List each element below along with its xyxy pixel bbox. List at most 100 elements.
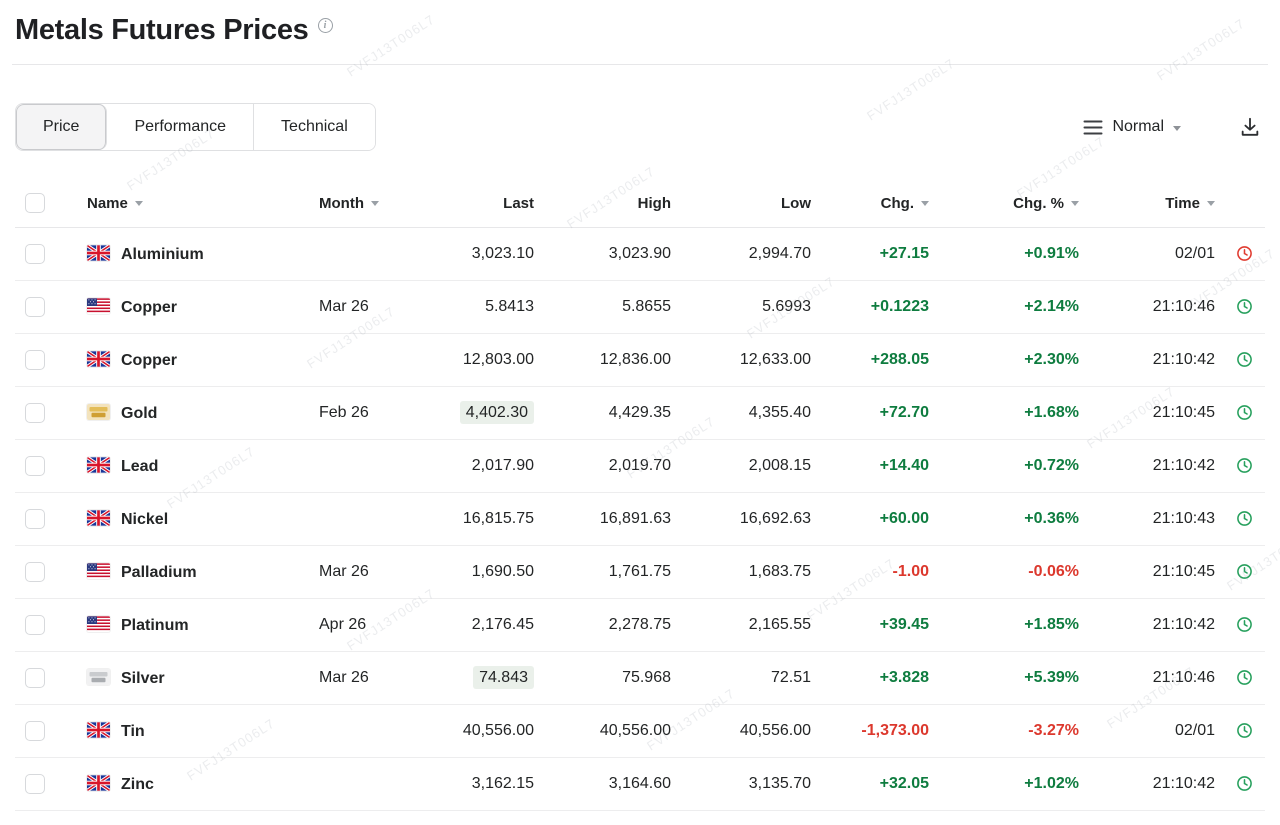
row-checkbox[interactable] <box>25 721 45 741</box>
time-cell: 02/01 <box>1079 704 1215 758</box>
high-price: 1,761.75 <box>534 545 671 599</box>
table-controls: Normal <box>1083 116 1265 138</box>
instrument-name-link[interactable]: Tin <box>121 722 145 740</box>
row-checkbox[interactable] <box>25 615 45 635</box>
row-checkbox[interactable] <box>25 403 45 423</box>
time-cell: 21:10:43 <box>1079 492 1215 546</box>
change-value: -1,373.00 <box>811 704 929 758</box>
time-cell: 02/01 <box>1079 227 1215 281</box>
high-price: 3,164.60 <box>534 757 671 811</box>
uk-flag-icon <box>87 721 110 738</box>
table-row[interactable]: Platinum Apr 26 2,176.45 2,278.75 2,165.… <box>15 598 1265 652</box>
row-checkbox[interactable] <box>25 350 45 370</box>
row-checkbox[interactable] <box>25 774 45 794</box>
header-divider <box>12 64 1268 65</box>
change-value: +27.15 <box>811 227 929 281</box>
last-price: 4,402.30 <box>459 401 534 424</box>
tab-performance[interactable]: Performance <box>107 104 255 150</box>
row-checkbox[interactable] <box>25 668 45 688</box>
table-row[interactable]: Nickel 16,815.75 16,891.63 16,692.63 +60… <box>15 492 1265 546</box>
table-row[interactable]: Tin 40,556.00 40,556.00 40,556.00 -1,373… <box>15 704 1265 758</box>
month-cell <box>309 757 414 811</box>
row-checkbox[interactable] <box>25 509 45 529</box>
table-row[interactable]: Silver Mar 26 74.843 75.968 72.51 +3.828… <box>15 651 1265 705</box>
column-header-high[interactable]: High <box>534 180 671 228</box>
low-price: 5.6993 <box>671 280 811 334</box>
change-percent: +2.14% <box>929 280 1079 334</box>
rows-density-icon <box>1083 120 1103 135</box>
table-row[interactable]: Lead 2,017.90 2,019.70 2,008.15 +14.40 +… <box>15 439 1265 493</box>
sort-caret-icon <box>921 200 929 206</box>
change-value: +39.45 <box>811 598 929 652</box>
low-price: 40,556.00 <box>671 704 811 758</box>
high-price: 12,836.00 <box>534 333 671 387</box>
clock-icon <box>1236 669 1253 686</box>
low-price: 4,355.40 <box>671 386 811 440</box>
row-checkbox[interactable] <box>25 244 45 264</box>
last-price: 5.8413 <box>485 298 534 315</box>
table-row[interactable]: Palladium Mar 26 1,690.50 1,761.75 1,683… <box>15 545 1265 599</box>
month-cell <box>309 333 414 387</box>
instrument-name-link[interactable]: Nickel <box>121 510 169 528</box>
column-header-low[interactable]: Low <box>671 180 811 228</box>
time-cell: 21:10:42 <box>1079 757 1215 811</box>
instrument-name-link[interactable]: Silver <box>121 669 165 687</box>
instrument-name-link[interactable]: Aluminium <box>121 245 204 263</box>
instrument-name-link[interactable]: Palladium <box>121 563 197 581</box>
clock-icon <box>1236 457 1253 474</box>
instrument-name-link[interactable]: Lead <box>121 457 159 475</box>
clock-icon <box>1236 563 1253 580</box>
row-checkbox[interactable] <box>25 297 45 317</box>
clock-icon <box>1236 298 1253 315</box>
column-header-name[interactable]: Name <box>77 180 309 228</box>
instrument-name-link[interactable]: Gold <box>121 404 158 422</box>
instrument-name-link[interactable]: Platinum <box>121 616 189 634</box>
row-checkbox[interactable] <box>25 456 45 476</box>
month-cell <box>309 704 414 758</box>
controls-row: Price Performance Technical Normal <box>15 103 1265 151</box>
table-row[interactable]: Gold Feb 26 4,402.30 4,429.35 4,355.40 +… <box>15 386 1265 440</box>
info-icon[interactable]: i <box>317 18 333 33</box>
density-label: Normal <box>1112 118 1164 135</box>
us-flag-icon <box>87 297 110 314</box>
instrument-name-link[interactable]: Copper <box>121 298 177 316</box>
change-value: +60.00 <box>811 492 929 546</box>
last-price: 40,556.00 <box>462 722 534 739</box>
column-header-last[interactable]: Last <box>414 180 534 228</box>
time-cell: 21:10:42 <box>1079 598 1215 652</box>
column-header-month[interactable]: Month <box>309 180 414 228</box>
instrument-name-link[interactable]: Zinc <box>121 775 154 793</box>
sort-caret-icon <box>1071 200 1079 206</box>
column-label-name: Name <box>87 194 128 212</box>
month-cell: Mar 26 <box>309 545 414 599</box>
change-value: +32.05 <box>811 757 929 811</box>
time-cell: 21:10:42 <box>1079 333 1215 387</box>
density-dropdown[interactable]: Normal <box>1083 118 1181 136</box>
month-cell: Mar 26 <box>309 651 414 705</box>
select-all-checkbox[interactable] <box>25 193 45 213</box>
table-row[interactable]: Aluminium 3,023.10 3,023.90 2,994.70 +27… <box>15 227 1265 281</box>
clock-icon <box>1236 722 1253 739</box>
column-header-time[interactable]: Time <box>1079 180 1215 228</box>
tab-technical[interactable]: Technical <box>254 104 375 150</box>
download-icon[interactable] <box>1239 116 1261 138</box>
table-row[interactable]: Copper Mar 26 5.8413 5.8655 5.6993 +0.12… <box>15 280 1265 334</box>
last-price: 3,162.15 <box>471 775 534 792</box>
change-percent: +5.39% <box>929 651 1079 705</box>
row-checkbox[interactable] <box>25 562 45 582</box>
column-header-chg[interactable]: Chg. <box>811 180 929 228</box>
us-flag-icon <box>87 562 110 579</box>
tab-price[interactable]: Price <box>16 104 108 150</box>
time-cell: 21:10:46 <box>1079 280 1215 334</box>
uk-flag-icon <box>87 350 110 367</box>
high-price: 5.8655 <box>534 280 671 334</box>
table-row[interactable]: Copper 12,803.00 12,836.00 12,633.00 +28… <box>15 333 1265 387</box>
table-row[interactable]: Zinc 3,162.15 3,164.60 3,135.70 +32.05 +… <box>15 757 1265 811</box>
column-header-chg-pct[interactable]: Chg. % <box>929 180 1079 228</box>
column-label-chg-pct: Chg. % <box>1013 194 1064 212</box>
change-value: +72.70 <box>811 386 929 440</box>
instrument-name-link[interactable]: Copper <box>121 351 177 369</box>
change-value: +3.828 <box>811 651 929 705</box>
month-cell: Feb 26 <box>309 386 414 440</box>
change-value: +288.05 <box>811 333 929 387</box>
